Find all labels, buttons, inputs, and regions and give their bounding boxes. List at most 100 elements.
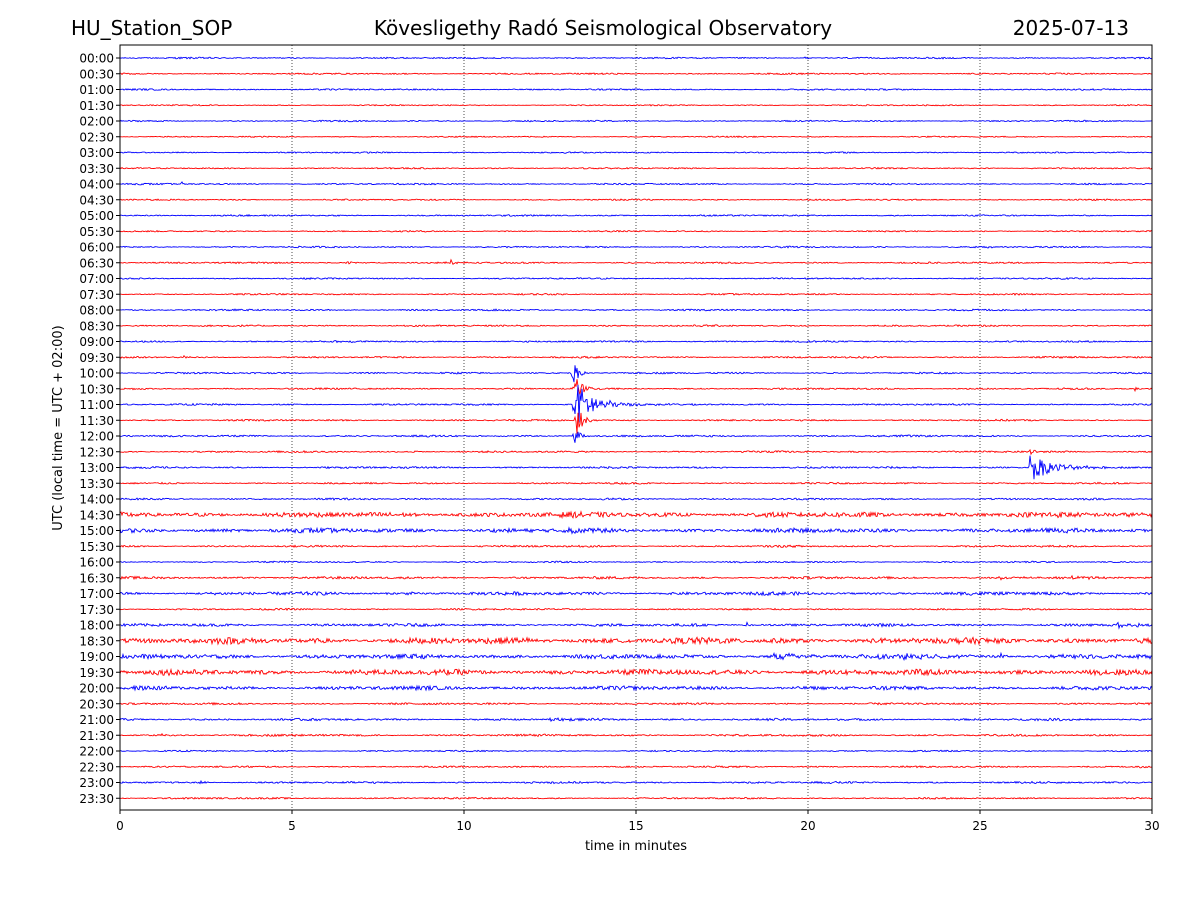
trace-2000: [119, 684, 1153, 692]
trace-0000: [119, 56, 1153, 60]
trace-2030: [119, 701, 1153, 706]
trace-1630: [119, 574, 1153, 581]
trace-1530: [119, 544, 1153, 549]
y-tick-label: 20:00: [79, 682, 114, 696]
y-tick-label: 23:00: [79, 776, 114, 790]
trace-1030: [119, 379, 1153, 396]
trace-0930: [119, 354, 1153, 359]
trace-0700: [119, 276, 1153, 281]
trace-0100: [119, 87, 1153, 92]
y-tick-label: 18:00: [79, 619, 114, 633]
y-tick-label: 18:30: [79, 634, 114, 648]
trace-2100: [119, 717, 1152, 723]
y-tick-label: 08:30: [79, 319, 114, 333]
plot-frame: [119, 44, 1153, 811]
station-label: HU_Station_SOP: [71, 16, 232, 40]
y-tick-label: 14:00: [79, 493, 114, 507]
y-tick-label: 08:00: [79, 304, 114, 318]
trace-0330: [119, 166, 1153, 170]
x-tick-label: 30: [1144, 819, 1159, 833]
y-tick-label: 14:30: [79, 508, 114, 522]
trace-1730: [119, 607, 1153, 612]
y-tick-label: 15:00: [79, 524, 114, 538]
trace-1430: [119, 510, 1153, 520]
trace-0130: [119, 103, 1153, 107]
y-tick-label: 07:30: [79, 288, 114, 302]
y-tick-label: 05:00: [79, 209, 114, 223]
y-tick-label: 06:30: [79, 256, 114, 270]
trace-0030: [119, 72, 1152, 76]
trace-1000: [119, 365, 1153, 383]
trace-0830: [119, 324, 1153, 328]
y-tick-label: 03:30: [79, 162, 114, 176]
trace-2230: [119, 765, 1153, 769]
y-tick-label: 09:00: [79, 335, 114, 349]
trace-layer: [119, 56, 1153, 800]
x-tick-label: 5: [288, 819, 296, 833]
y-tick-label: 04:30: [79, 193, 114, 207]
y-tick-label: 23:30: [79, 792, 114, 806]
trace-1500: [119, 526, 1153, 535]
y-tick-label: 16:30: [79, 571, 114, 585]
y-tick-label: 21:00: [79, 713, 114, 727]
y-tick-label: 19:00: [79, 650, 114, 664]
trace-2330: [119, 796, 1153, 800]
y-tick-label: 15:30: [79, 540, 114, 554]
trace-0430: [119, 198, 1153, 202]
x-axis: 0 5 10 15 20 25 30: [116, 810, 1160, 833]
y-tick-label: 02:00: [79, 115, 114, 129]
y-tick-label: 04:00: [79, 178, 114, 192]
y-tick-label: 17:30: [79, 603, 114, 617]
y-tick-label: 03:00: [79, 146, 114, 160]
y-tick-label: 12:00: [79, 430, 114, 444]
trace-1300: [119, 455, 1153, 480]
y-tick-label: 06:00: [79, 241, 114, 255]
y-tick-label: 01:00: [79, 83, 114, 97]
trace-0300: [119, 151, 1153, 154]
trace-1400: [119, 497, 1153, 501]
trace-0730: [119, 292, 1153, 296]
y-tick-label: 00:00: [79, 52, 114, 66]
y-tick-label: 07:00: [79, 272, 114, 286]
trace-0230: [119, 135, 1153, 139]
trace-1200: [119, 431, 1153, 443]
trace-0400: [119, 181, 1153, 186]
trace-0600: [119, 245, 1153, 249]
date-label: 2025-07-13: [1013, 16, 1129, 40]
x-tick-label: 10: [456, 819, 471, 833]
trace-0630: [119, 258, 1153, 265]
x-tick-label: 0: [116, 819, 124, 833]
trace-2130: [119, 732, 1153, 738]
trace-0900: [119, 339, 1153, 344]
trace-1930: [119, 667, 1153, 677]
trace-1230: [119, 448, 1153, 456]
trace-1830: [119, 636, 1153, 646]
trace-0800: [119, 308, 1153, 312]
y-tick-label: 20:30: [79, 697, 114, 711]
y-tick-label: 10:00: [79, 367, 114, 381]
y-tick-label: 11:00: [79, 398, 114, 412]
y-tick-label: 21:30: [79, 729, 114, 743]
trace-2300: [119, 779, 1153, 785]
y-tick-label: 22:00: [79, 745, 114, 759]
y-tick-label: 13:00: [79, 461, 114, 475]
y-tick-label: 10:30: [79, 382, 114, 396]
x-tick-label: 20: [800, 819, 815, 833]
x-axis-title: time in minutes: [585, 839, 687, 854]
y-tick-label: 16:00: [79, 556, 114, 570]
y-tick-label: 11:30: [79, 414, 114, 428]
trace-1700: [119, 590, 1153, 597]
y-tick-label: 22:30: [79, 760, 114, 774]
y-tick-label: 19:30: [79, 666, 114, 680]
trace-1800: [119, 621, 1153, 630]
trace-0500: [119, 213, 1153, 217]
trace-1900: [119, 651, 1153, 661]
x-tick-label: 15: [628, 819, 643, 833]
trace-1130: [119, 412, 1153, 434]
y-tick-label: 17:00: [79, 587, 114, 601]
y-tick-label: 01:30: [79, 99, 114, 113]
trace-1600: [119, 560, 1153, 564]
